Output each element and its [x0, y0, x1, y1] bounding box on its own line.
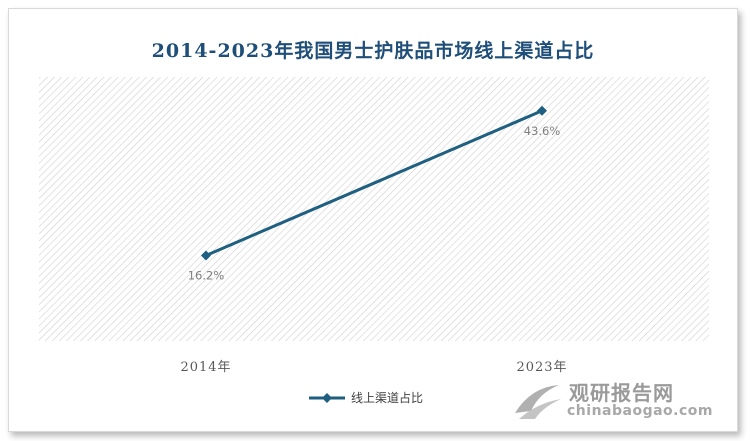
- series-line: [205, 109, 543, 257]
- legend-label: 线上渠道占比: [351, 390, 423, 405]
- watermark-en: chinabaogao.com: [567, 403, 713, 419]
- legend-marker: [322, 393, 332, 403]
- watermark-cn: 观研报告网: [569, 381, 674, 405]
- watermark: 观研报告网 chinabaogao.com: [509, 377, 729, 427]
- data-point: [537, 105, 547, 116]
- data-label: 43.6%: [524, 124, 561, 138]
- plot-area: [39, 77, 709, 341]
- x-tick-label: 2014年: [180, 360, 231, 375]
- chart-title: 2014-2023年我国男士护肤品市场线上渠道占比: [151, 40, 595, 62]
- chart-frame: 2014-2023年我国男士护肤品市场线上渠道占比 16.2% 43.6% 2014…: [8, 8, 738, 432]
- data-point: [201, 250, 211, 261]
- data-label: 16.2%: [188, 268, 225, 282]
- x-tick-label: 2023年: [516, 360, 567, 375]
- watermark-logo-icon: [515, 385, 561, 419]
